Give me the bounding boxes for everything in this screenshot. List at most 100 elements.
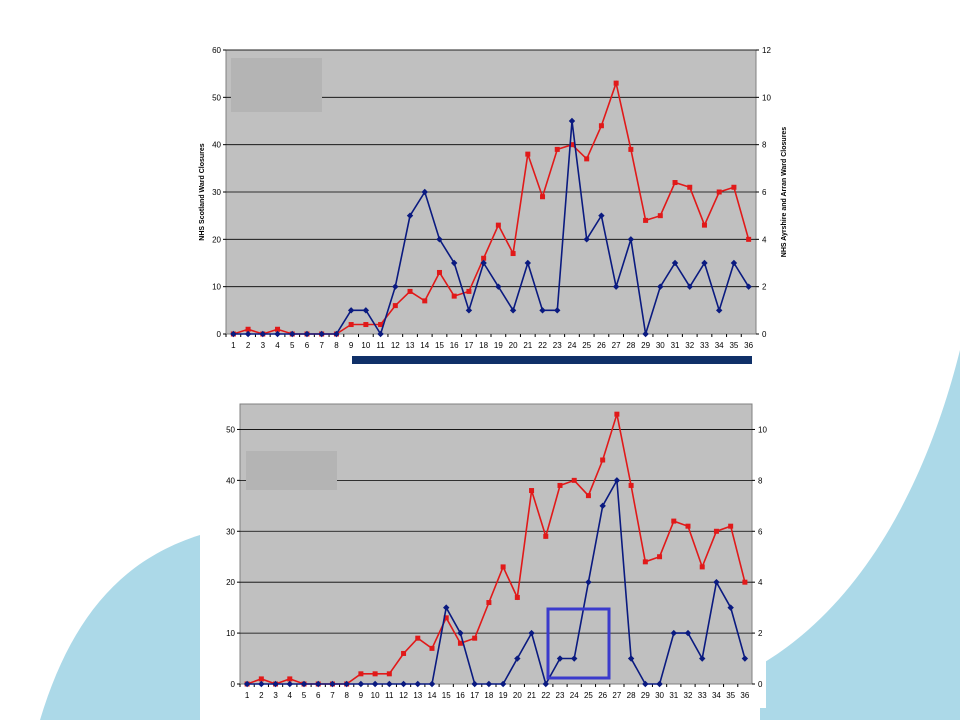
data-point-red: [672, 180, 678, 186]
data-point-blue: [571, 655, 578, 662]
data-point-blue: [230, 330, 237, 338]
y-tick-label: 30: [212, 188, 221, 197]
data-point-blue: [258, 680, 265, 688]
data-point-red: [543, 533, 549, 539]
data-point-blue: [421, 188, 428, 196]
x-tick-label: 2: [246, 341, 251, 350]
x-tick-label: 35: [726, 691, 735, 700]
data-point-blue: [542, 680, 549, 688]
data-point-red: [628, 146, 634, 152]
highlight-box: [546, 607, 611, 680]
y2-tick-label: 6: [758, 527, 763, 536]
x-tick-label: 23: [553, 341, 562, 350]
x-tick-label: 6: [305, 341, 310, 350]
data-point-blue: [480, 259, 487, 267]
data-point-red: [671, 518, 677, 524]
data-point-red: [466, 288, 472, 294]
data-point-red: [525, 151, 531, 157]
data-point-red: [746, 236, 752, 242]
data-point-blue: [613, 477, 621, 484]
data-point-blue: [318, 330, 325, 338]
y-tick-label: 10: [226, 629, 235, 638]
x-tick-label: 13: [413, 691, 422, 700]
x-tick-label: 5: [290, 341, 295, 350]
x-tick-label: 27: [612, 341, 621, 350]
x-tick-label: 32: [685, 341, 694, 350]
data-point-blue: [357, 680, 365, 688]
y2-tick-label: 4: [762, 235, 767, 244]
data-point-red: [407, 288, 413, 294]
x-tick-label: 3: [261, 341, 266, 350]
x-tick-label: 20: [509, 341, 518, 350]
data-point-blue: [495, 283, 502, 290]
data-point-red: [598, 123, 604, 129]
data-point-blue: [686, 283, 693, 290]
data-point-blue: [699, 655, 706, 662]
data-point-red: [275, 326, 281, 332]
data-point-blue: [244, 330, 252, 338]
data-point-blue: [656, 680, 663, 688]
data-point-blue: [642, 330, 649, 338]
data-point-blue: [554, 307, 561, 314]
legend-box: [231, 58, 322, 112]
x-tick-label: 26: [597, 341, 606, 350]
data-point-red: [392, 303, 398, 309]
data-point-red: [514, 594, 520, 600]
data-point-red: [571, 477, 577, 483]
data-point-blue: [485, 680, 493, 688]
data-point-red: [585, 493, 591, 499]
y-tick-label: 0: [231, 680, 236, 689]
data-point-red: [472, 635, 478, 641]
x-tick-label: 12: [391, 341, 400, 350]
data-point-red: [500, 564, 506, 570]
y2-tick-label: 2: [762, 283, 767, 292]
data-point-blue: [371, 680, 379, 688]
data-point-blue: [386, 680, 393, 688]
data-point-blue: [329, 680, 336, 688]
x-tick-label: 33: [698, 691, 707, 700]
data-point-red: [701, 222, 707, 228]
x-tick-label: 34: [715, 341, 724, 350]
x-tick-label: 5: [302, 691, 307, 700]
data-point-blue: [528, 629, 535, 637]
data-point-blue: [406, 212, 414, 219]
x-tick-label: 26: [598, 691, 607, 700]
data-point-red: [486, 600, 492, 606]
data-point-blue: [627, 236, 635, 243]
y-axis-title: NHS Scotland Ward Closures: [199, 143, 206, 240]
data-point-blue: [272, 680, 279, 688]
data-point-red: [287, 676, 293, 682]
data-point-red: [457, 640, 463, 646]
y2-tick-label: 10: [762, 93, 771, 102]
x-tick-label: 30: [655, 691, 664, 700]
data-point-red: [657, 554, 663, 560]
y2-tick-label: 8: [762, 141, 767, 150]
x-tick-label: 12: [399, 691, 408, 700]
y-tick-label: 50: [226, 425, 235, 434]
x-tick-label: 16: [450, 341, 459, 350]
x-tick-label: 36: [740, 691, 749, 700]
data-point-red: [643, 217, 649, 223]
x-tick-label: 14: [420, 341, 429, 350]
y-tick-label: 40: [226, 476, 235, 485]
data-point-red: [429, 645, 435, 651]
data-point-red: [358, 671, 364, 677]
data-point-blue: [745, 283, 752, 290]
data-point-blue: [414, 680, 421, 688]
y2-tick-label: 6: [762, 188, 767, 197]
data-point-blue: [347, 307, 355, 314]
data-point-red: [728, 523, 734, 529]
data-point-blue: [514, 655, 521, 662]
data-point-blue: [715, 307, 723, 314]
x-tick-label: 35: [729, 341, 738, 350]
data-point-blue: [443, 604, 450, 611]
x-tick-label: 9: [349, 341, 354, 350]
data-point-blue: [457, 629, 464, 637]
data-point-red: [510, 251, 516, 257]
x-tick-label: 2: [259, 691, 264, 700]
x-tick-label: 28: [626, 341, 635, 350]
data-point-red: [699, 564, 705, 570]
data-point-red: [716, 189, 722, 195]
x-tick-label: 33: [700, 341, 709, 350]
x-tick-label: 8: [344, 691, 349, 700]
